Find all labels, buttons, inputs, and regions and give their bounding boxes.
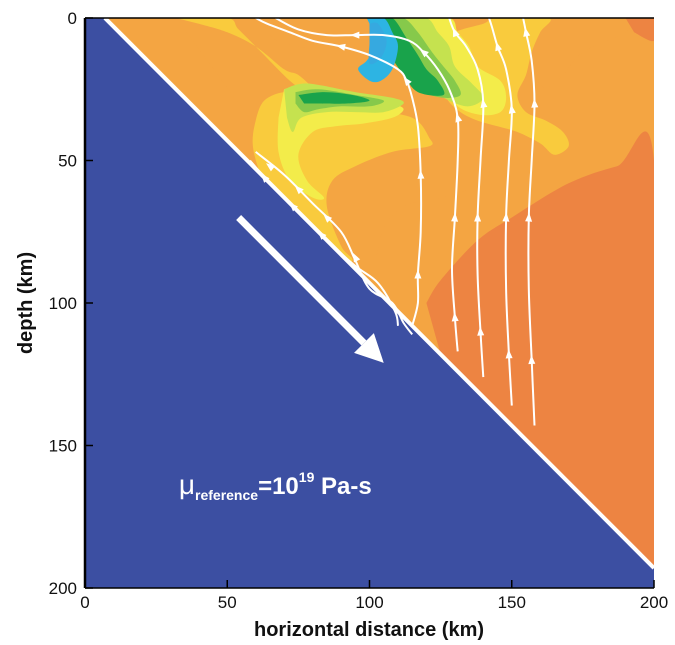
streamline-6-arrow-0 bbox=[528, 355, 536, 365]
x-tick-label-3: 150 bbox=[498, 593, 526, 612]
streamline-6 bbox=[522, 18, 536, 426]
streamline-0-arrow-1 bbox=[294, 185, 304, 195]
annotation-symbol: μ bbox=[179, 469, 195, 500]
streamline-2-arrow-2 bbox=[403, 76, 412, 86]
contour-c9-16 bbox=[368, 22, 387, 65]
contour-c1-2 bbox=[625, 18, 654, 42]
streamline-1 bbox=[249, 159, 399, 327]
streamline-6-arrow-2 bbox=[531, 98, 539, 108]
streamline-5-arrow-1 bbox=[502, 212, 510, 222]
contour-c3-5 bbox=[440, 18, 569, 155]
contour-c2-0 bbox=[176, 18, 491, 357]
streamline-4-arrow-3 bbox=[453, 27, 460, 38]
slab-region bbox=[85, 18, 654, 588]
y-axis-title: depth (km) bbox=[15, 252, 37, 354]
annotation-units: Pa-s bbox=[314, 473, 371, 500]
streamline-1-arrow-2 bbox=[317, 231, 327, 240]
streamline-2-arrow-3 bbox=[336, 43, 346, 51]
slab-motion-arrow-shaft bbox=[236, 215, 367, 346]
streamline-3-arrow-3 bbox=[419, 49, 429, 58]
streamline-4-arrow-1 bbox=[474, 212, 482, 222]
annotation-exponent: 19 bbox=[299, 469, 315, 485]
streamline-3-arrow-0 bbox=[451, 312, 459, 322]
streamline-0-arrow-3 bbox=[353, 252, 361, 263]
slab-motion-arrow-head bbox=[354, 333, 384, 363]
streamlines bbox=[249, 18, 539, 426]
streamline-6-arrow-3 bbox=[523, 27, 531, 37]
streamline-3 bbox=[275, 18, 460, 352]
x-axis-title: horizontal distance (km) bbox=[254, 619, 484, 641]
streamline-2-arrow-0 bbox=[414, 269, 422, 279]
x-tick-label-2: 100 bbox=[355, 593, 383, 612]
streamline-5 bbox=[488, 18, 513, 406]
slab-surface-line bbox=[103, 18, 654, 570]
slab-fill bbox=[85, 18, 654, 588]
streamline-1-arrow-0 bbox=[260, 173, 270, 183]
streamline-3-arrow-2 bbox=[455, 113, 463, 123]
streamline-3-arrow-4 bbox=[350, 31, 360, 39]
streamline-0-arrow-0 bbox=[266, 163, 276, 172]
streamline-5-arrow-2 bbox=[508, 104, 516, 114]
contour-c7-13 bbox=[298, 92, 370, 104]
viscosity-annotation: μreference=1019 Pa-s bbox=[179, 469, 372, 503]
contour-c3-4 bbox=[176, 18, 433, 271]
streamline-3-arrow-1 bbox=[451, 212, 459, 222]
field-contours bbox=[176, 18, 654, 588]
y-tick-label-1: 50 bbox=[58, 152, 77, 171]
x-tick-label-0: 0 bbox=[80, 593, 89, 612]
y-tick-label-0: 0 bbox=[68, 9, 77, 28]
y-tick-label-4: 200 bbox=[49, 579, 77, 598]
streamline-6-arrow-1 bbox=[525, 212, 533, 222]
streamline-1-arrow-1 bbox=[289, 202, 298, 212]
streamline-4-arrow-2 bbox=[480, 98, 488, 108]
y-tick-label-2: 100 bbox=[49, 294, 77, 313]
streamline-4 bbox=[448, 18, 485, 378]
annotation-equals: =10 bbox=[258, 473, 299, 500]
streamline-2-arrow-1 bbox=[417, 169, 425, 179]
streamline-4-arrow-0 bbox=[477, 326, 485, 336]
x-tick-label-1: 50 bbox=[218, 593, 237, 612]
x-tick-label-4: 200 bbox=[640, 593, 668, 612]
streamline-5-arrow-3 bbox=[495, 41, 502, 52]
contour-c1-3 bbox=[426, 131, 654, 588]
streamline-0-arrow-2 bbox=[323, 214, 333, 223]
y-tick-label-3: 150 bbox=[49, 437, 77, 456]
streamline-5-arrow-0 bbox=[505, 349, 513, 359]
annotation-subscript: reference bbox=[195, 487, 258, 503]
